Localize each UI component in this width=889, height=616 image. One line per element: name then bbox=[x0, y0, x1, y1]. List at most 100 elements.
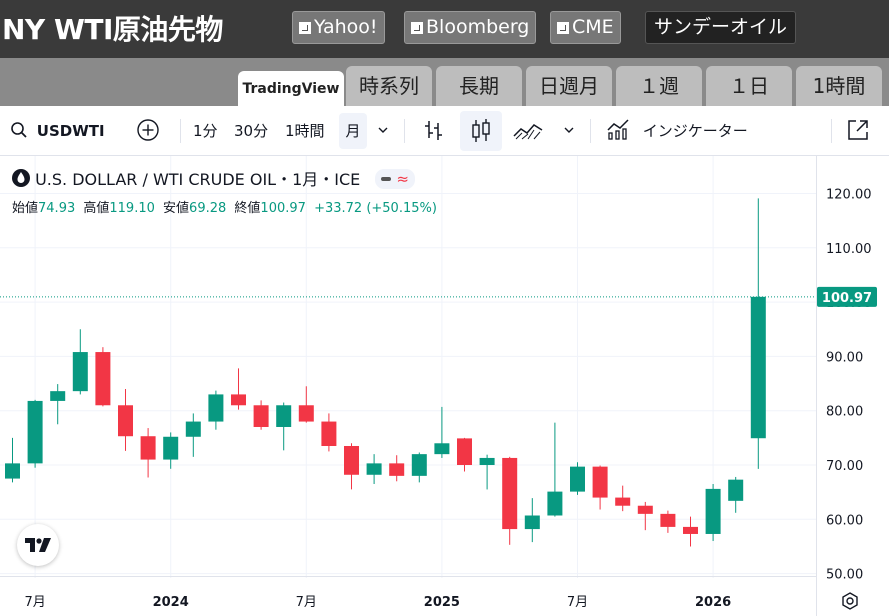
y-tick-label: 60.00 bbox=[826, 513, 863, 528]
tab-longterm[interactable]: 長期 bbox=[436, 66, 522, 106]
bloomberg-link-button[interactable]: Bloomberg bbox=[404, 11, 537, 44]
site-header: NY WTI原油先物 Yahoo! Bloomberg CME サンデーオイル bbox=[0, 0, 889, 58]
tradingview-logo[interactable] bbox=[17, 524, 59, 566]
tab-1hour[interactable]: 1時間 bbox=[796, 66, 882, 106]
candle-body bbox=[705, 488, 721, 534]
candle-body bbox=[27, 400, 43, 464]
y-tick-label: 80.00 bbox=[826, 405, 863, 420]
candles bbox=[5, 198, 766, 547]
settings-button[interactable] bbox=[840, 591, 860, 611]
grid-lines bbox=[0, 156, 816, 578]
candle-body bbox=[5, 463, 20, 479]
toolbar-divider bbox=[180, 119, 181, 143]
cme-link-button[interactable]: CME bbox=[550, 11, 621, 44]
open-external-button[interactable] bbox=[846, 106, 870, 156]
candle-body bbox=[185, 421, 201, 437]
x-tick-label: 2024 bbox=[153, 595, 189, 610]
area-chart-icon bbox=[513, 124, 543, 140]
candle-chart-type-button[interactable] bbox=[460, 111, 502, 151]
settings-icon bbox=[842, 592, 858, 610]
status-pill[interactable]: ≈ bbox=[375, 169, 415, 189]
candle-body bbox=[434, 443, 450, 455]
tab-1day[interactable]: １日 bbox=[706, 66, 792, 106]
y-tick-label: 50.00 bbox=[826, 568, 863, 583]
candle-body bbox=[95, 352, 111, 406]
chevron-down-icon bbox=[378, 127, 388, 133]
x-tick-label: 7月 bbox=[567, 595, 588, 610]
tab-tradingview[interactable]: TradingView bbox=[238, 71, 344, 106]
tab-bar: TradingView 時系列 長期 日週月 １週 １日 1時間 bbox=[0, 58, 889, 106]
area-chart-type-button[interactable] bbox=[512, 106, 544, 156]
indicators-icon bbox=[607, 119, 629, 140]
yahoo-link-label: Yahoo! bbox=[314, 16, 378, 38]
sunday-oil-button[interactable]: サンデーオイル bbox=[645, 11, 797, 44]
approx-icon: ≈ bbox=[396, 170, 409, 188]
x-tick-label: 7月 bbox=[24, 595, 45, 610]
candle-body bbox=[72, 352, 88, 392]
tradingview-logo-icon bbox=[25, 538, 51, 552]
x-tick-label: 2025 bbox=[424, 595, 460, 610]
candle-body bbox=[163, 436, 179, 460]
y-tick-label: 110.00 bbox=[826, 242, 872, 257]
interval-dropdown[interactable] bbox=[376, 106, 390, 156]
tab-timeseries[interactable]: 時系列 bbox=[346, 66, 432, 106]
candle-body bbox=[570, 466, 585, 492]
y-tick-label: 120.00 bbox=[826, 188, 872, 203]
price-axis[interactable]: 120.00110.00100.0090.0080.0070.0060.0050… bbox=[816, 156, 878, 616]
symbol-label: USDWTI bbox=[36, 122, 105, 140]
candle-body bbox=[50, 391, 66, 401]
open-value: 74.93 bbox=[38, 201, 76, 216]
candle-body bbox=[524, 515, 540, 530]
candle-body bbox=[660, 513, 676, 527]
search-icon bbox=[11, 122, 27, 138]
candle-body bbox=[140, 436, 156, 460]
candles-icon bbox=[472, 119, 490, 142]
tab-daily-weekly-monthly[interactable]: 日週月 bbox=[526, 66, 612, 106]
candle-body bbox=[592, 466, 608, 498]
y-tick-label: 90.00 bbox=[826, 350, 863, 365]
high-label: 高値 bbox=[83, 201, 110, 216]
candle-body bbox=[366, 463, 382, 475]
interval-1min[interactable]: 1分 bbox=[193, 122, 218, 140]
interval-1hour[interactable]: 1時間 bbox=[285, 122, 325, 140]
x-tick-label: 7月 bbox=[296, 595, 317, 610]
instrument-name: U.S. DOLLAR / WTI CRUDE OIL・1月・ICE bbox=[35, 170, 361, 189]
open-external-icon bbox=[848, 120, 868, 140]
instrument-legend: U.S. DOLLAR / WTI CRUDE OIL・1月・ICE ≈ bbox=[12, 166, 415, 190]
low-value: 69.28 bbox=[189, 201, 227, 216]
tab-1week[interactable]: １週 bbox=[616, 66, 702, 106]
candle-body bbox=[728, 479, 744, 501]
candle-body bbox=[479, 457, 495, 465]
indicators-button[interactable]: インジケーター bbox=[606, 106, 748, 156]
interval-1month-selected[interactable]: 月 bbox=[339, 113, 367, 149]
price-chart[interactable]: 120.00110.00100.0090.0080.0070.0060.0050… bbox=[0, 156, 889, 616]
cme-link-label: CME bbox=[572, 16, 614, 38]
candle-body bbox=[208, 394, 224, 422]
bar-chart-type-button[interactable] bbox=[423, 106, 445, 156]
candle-body bbox=[344, 445, 359, 475]
symbol-search[interactable]: USDWTI bbox=[10, 106, 105, 156]
external-link-icon bbox=[299, 22, 311, 34]
candle-body bbox=[750, 296, 766, 439]
time-axis[interactable]: 7月 2024 7月 2025 7月 2026 bbox=[0, 576, 816, 611]
external-link-icon bbox=[411, 22, 423, 34]
candle-body bbox=[118, 405, 133, 437]
bloomberg-link-label: Bloomberg bbox=[426, 16, 530, 38]
chart-toolbar: USDWTI 1分 30分 1時間 月 インジケーター bbox=[0, 106, 889, 156]
candle-body bbox=[637, 505, 653, 514]
candle-body bbox=[683, 526, 698, 534]
candle-body bbox=[253, 405, 269, 427]
yahoo-link-button[interactable]: Yahoo! bbox=[292, 11, 385, 44]
bars-icon bbox=[425, 121, 442, 140]
change-value: +33.72 bbox=[314, 201, 363, 216]
toolbar-divider bbox=[831, 119, 832, 143]
candle-body bbox=[321, 421, 337, 446]
chart-area[interactable]: 120.00110.00100.0090.0080.0070.0060.0050… bbox=[0, 156, 889, 616]
external-link-icon bbox=[557, 22, 569, 34]
last-price-label: 100.97 bbox=[822, 291, 872, 306]
interval-30min[interactable]: 30分 bbox=[234, 122, 269, 140]
last-price-badge bbox=[817, 286, 877, 307]
chart-type-dropdown[interactable] bbox=[562, 106, 576, 156]
compare-button[interactable] bbox=[136, 106, 160, 156]
toolbar-divider bbox=[404, 119, 405, 143]
